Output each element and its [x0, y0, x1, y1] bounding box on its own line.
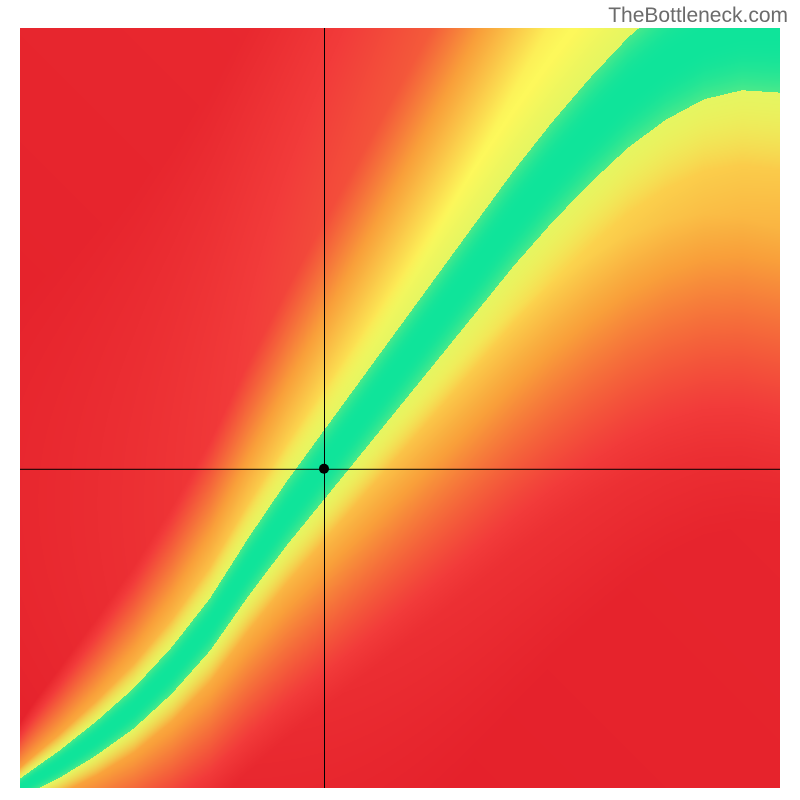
- watermark-text: TheBottleneck.com: [608, 4, 788, 28]
- heatmap-plot: [20, 28, 780, 788]
- heatmap-canvas: [20, 28, 780, 788]
- chart-container: TheBottleneck.com: [0, 0, 800, 800]
